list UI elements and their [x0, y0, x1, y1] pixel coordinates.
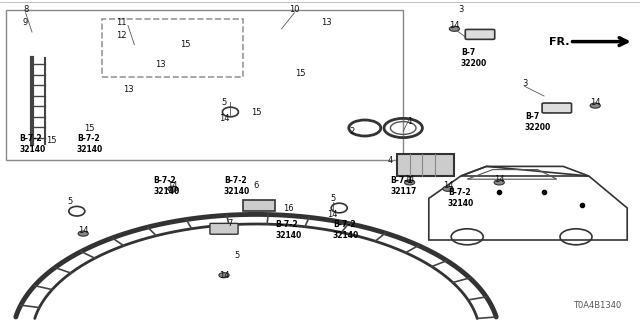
- Text: 16: 16: [283, 204, 293, 212]
- FancyBboxPatch shape: [465, 29, 495, 39]
- Text: 14: 14: [328, 210, 338, 219]
- Circle shape: [443, 186, 453, 191]
- Text: B-7-2
32140: B-7-2 32140: [77, 134, 103, 154]
- Circle shape: [449, 26, 460, 31]
- Text: 5: 5: [234, 252, 239, 260]
- Text: 14: 14: [449, 21, 460, 30]
- Text: 7: 7: [228, 220, 233, 228]
- Text: 15: 15: [46, 136, 56, 145]
- Text: 3: 3: [458, 5, 463, 14]
- Text: 14: 14: [494, 175, 504, 184]
- Text: 5: 5: [330, 194, 335, 203]
- Text: 12: 12: [116, 31, 127, 40]
- FancyBboxPatch shape: [210, 223, 238, 234]
- Text: 6: 6: [253, 181, 259, 190]
- Circle shape: [494, 180, 504, 185]
- Text: T0A4B1340: T0A4B1340: [573, 301, 621, 310]
- Text: 11: 11: [116, 18, 127, 27]
- Text: 13: 13: [321, 18, 332, 27]
- Text: 10: 10: [289, 5, 300, 14]
- Bar: [6, 10, 403, 160]
- Text: 1: 1: [407, 117, 412, 126]
- Text: 4: 4: [388, 156, 393, 164]
- Text: 14: 14: [443, 181, 453, 190]
- Bar: [397, 154, 454, 176]
- Text: 2: 2: [349, 127, 355, 136]
- Text: B-7
32200: B-7 32200: [525, 112, 551, 132]
- Text: 13: 13: [123, 85, 133, 94]
- Text: B-7-2
32140: B-7-2 32140: [224, 176, 250, 196]
- Text: B-7-2
32140: B-7-2 32140: [275, 220, 301, 240]
- Circle shape: [590, 103, 600, 108]
- Text: 13: 13: [155, 60, 165, 68]
- Text: B-7-2
32140: B-7-2 32140: [448, 188, 474, 208]
- Text: 14: 14: [590, 98, 600, 107]
- Text: 14: 14: [404, 175, 415, 184]
- Bar: [102, 19, 243, 77]
- Text: 14: 14: [219, 114, 229, 123]
- Text: 15: 15: [296, 69, 306, 78]
- Text: B-7-2
32140: B-7-2 32140: [19, 134, 45, 154]
- Circle shape: [404, 180, 415, 185]
- Text: B-7-2
32140: B-7-2 32140: [154, 176, 180, 196]
- Text: 14: 14: [219, 271, 229, 280]
- Bar: [243, 200, 275, 211]
- FancyBboxPatch shape: [542, 103, 572, 113]
- Text: 8: 8: [23, 5, 28, 14]
- Text: B-7-2
32140: B-7-2 32140: [333, 220, 359, 240]
- Text: 3: 3: [522, 79, 527, 88]
- Text: 14: 14: [78, 226, 88, 235]
- Text: 15: 15: [251, 108, 261, 116]
- Circle shape: [168, 186, 178, 191]
- Text: 15: 15: [84, 124, 95, 132]
- Text: B-7
32200: B-7 32200: [461, 48, 487, 68]
- Text: 9: 9: [23, 18, 28, 27]
- Circle shape: [78, 231, 88, 236]
- Circle shape: [219, 273, 229, 278]
- Text: 5: 5: [68, 197, 73, 206]
- Text: 5: 5: [221, 98, 227, 107]
- Text: B-7-1
32117: B-7-1 32117: [390, 176, 417, 196]
- Text: 14: 14: [168, 181, 178, 190]
- Text: FR.: FR.: [549, 36, 570, 47]
- Text: 15: 15: [180, 40, 191, 49]
